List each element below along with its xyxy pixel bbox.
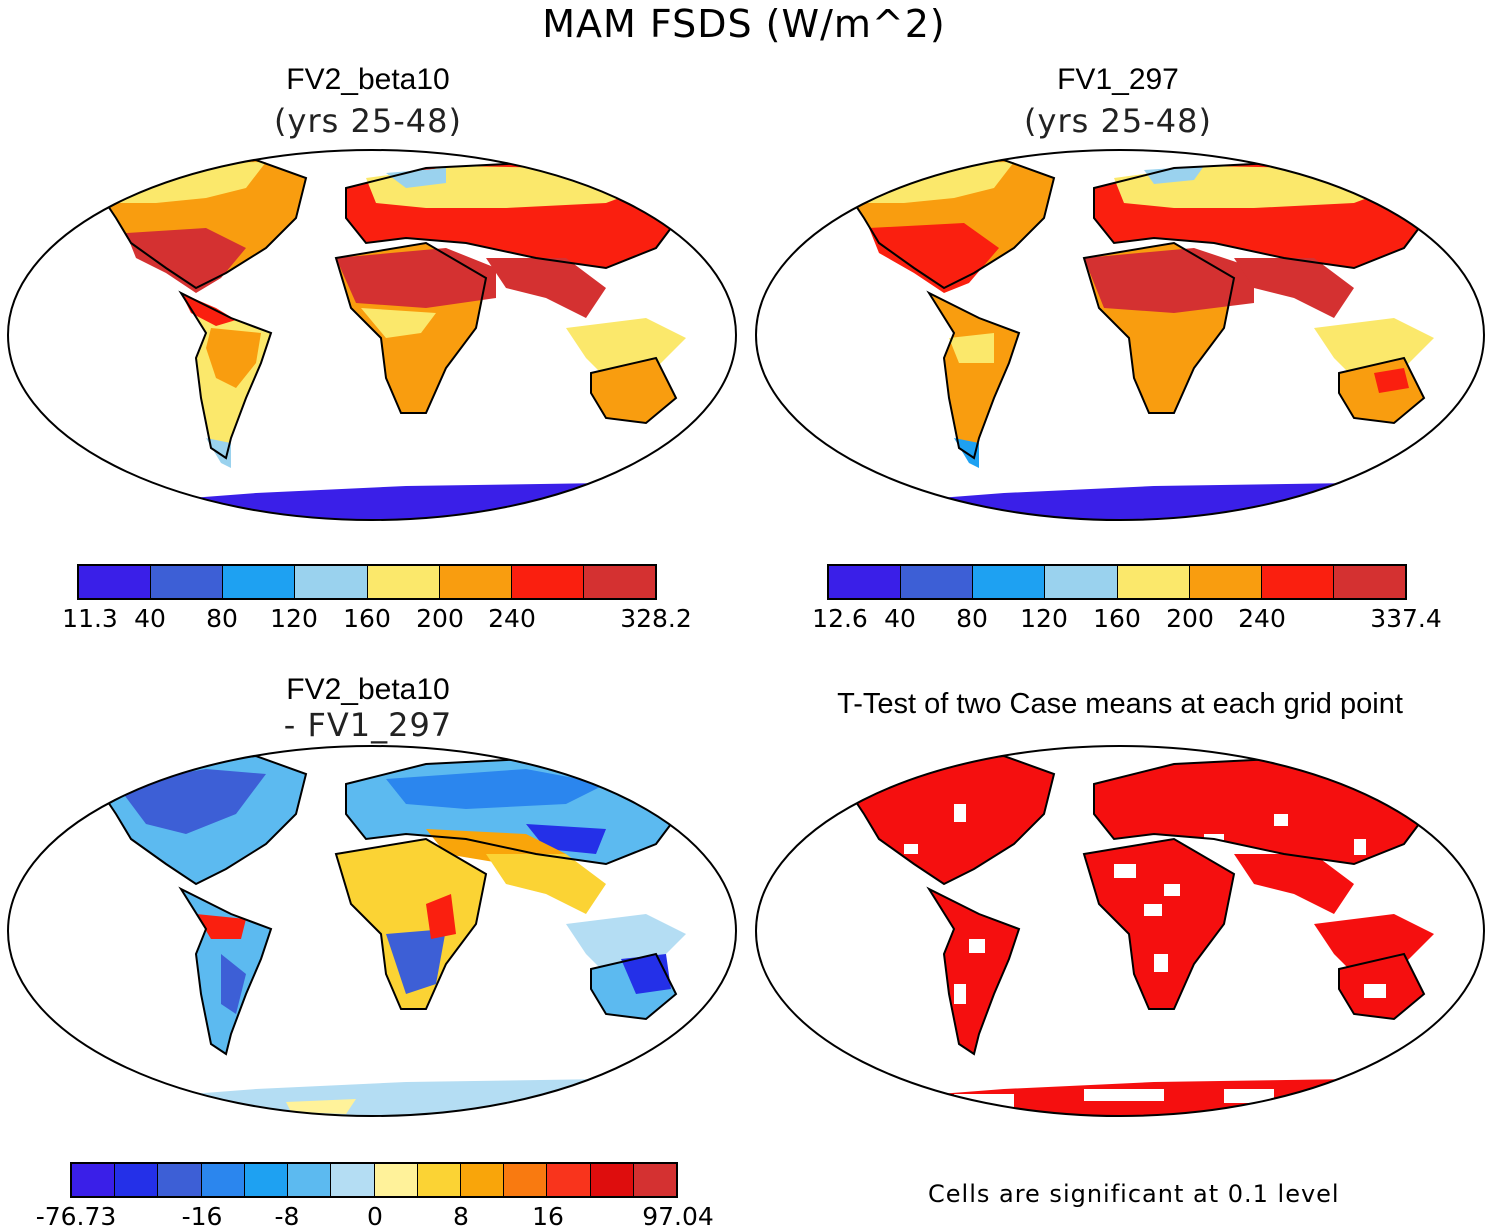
panel3-subtitle: - FV1_297 (283, 706, 453, 744)
panel1-colorbar (77, 564, 657, 600)
panel2-map (755, 149, 1485, 521)
colorbar-swatch (1045, 566, 1118, 598)
panel3-colorbar (70, 1162, 678, 1198)
colorbar-swatch (72, 1164, 116, 1196)
colorbar-swatch (151, 566, 224, 598)
colorbar-swatch (901, 566, 974, 598)
colorbar-tick-label: 200 (416, 604, 464, 633)
colorbar-tick-label: 40 (884, 604, 916, 633)
colorbar-tick-label: 16 (532, 1202, 564, 1231)
colorbar-tick-label: -76.73 (35, 1202, 117, 1231)
colorbar-tick-label: 120 (1020, 604, 1068, 633)
colorbar-swatch (583, 566, 655, 598)
panel2-subtitle: (yrs 25-48) (1024, 102, 1212, 140)
colorbar-tick-label: 240 (488, 604, 536, 633)
colorbar-swatch (590, 1164, 634, 1196)
panel1-title: FV2_beta10 (286, 63, 450, 96)
panel3-map (7, 745, 737, 1117)
colorbar-swatch (1117, 566, 1190, 598)
colorbar-swatch (511, 566, 584, 598)
colorbar-swatch (115, 1164, 159, 1196)
colorbar-tick-label: 337.4 (1370, 604, 1442, 633)
colorbar-swatch (244, 1164, 289, 1196)
colorbar-swatch (504, 1164, 548, 1196)
colorbar-swatch (633, 1164, 677, 1196)
colorbar-tick-label: 8 (453, 1202, 469, 1231)
significance-note: Cells are significant at 0.1 level (928, 1180, 1340, 1208)
colorbar-swatch (201, 1164, 245, 1196)
colorbar-tick-label: -8 (274, 1202, 300, 1231)
panel2-colorbar (827, 564, 1407, 600)
colorbar-tick-label: 12.6 (812, 604, 868, 633)
figure-title: MAM FSDS (W/m^2) (542, 2, 946, 46)
colorbar-swatch (460, 1164, 505, 1196)
colorbar-swatch (973, 566, 1046, 598)
colorbar-swatch (439, 566, 512, 598)
panel1-subtitle: (yrs 25-48) (274, 102, 462, 140)
panel4-map (755, 745, 1485, 1117)
colorbar-tick-label: 160 (343, 604, 391, 633)
colorbar-swatch (1333, 566, 1405, 598)
colorbar-swatch (367, 566, 440, 598)
colorbar-tick-label: 80 (206, 604, 238, 633)
colorbar-tick-label: 97.04 (642, 1202, 714, 1231)
colorbar-swatch (79, 566, 152, 598)
colorbar-tick-label: 40 (134, 604, 166, 633)
colorbar-swatch (417, 1164, 461, 1196)
colorbar-swatch (829, 566, 902, 598)
colorbar-tick-label: 240 (1238, 604, 1286, 633)
colorbar-swatch (374, 1164, 418, 1196)
colorbar-tick-label: 11.3 (62, 604, 118, 633)
colorbar-swatch (158, 1164, 202, 1196)
colorbar-swatch (1189, 566, 1262, 598)
colorbar-tick-label: -16 (181, 1202, 223, 1231)
colorbar-swatch (331, 1164, 375, 1196)
colorbar-tick-label: 200 (1166, 604, 1214, 633)
colorbar-swatch (547, 1164, 591, 1196)
panel2-title: FV1_297 (1057, 63, 1179, 96)
panel1-map (7, 149, 737, 521)
colorbar-swatch (1261, 566, 1334, 598)
colorbar-tick-label: 120 (270, 604, 318, 633)
colorbar-tick-label: 0 (367, 1202, 383, 1231)
colorbar-swatch (223, 566, 296, 598)
colorbar-swatch (288, 1164, 332, 1196)
panel4-title: T-Test of two Case means at each grid po… (837, 688, 1403, 720)
colorbar-tick-label: 80 (956, 604, 988, 633)
colorbar-tick-label: 328.2 (620, 604, 692, 633)
panel3-title: FV2_beta10 (286, 673, 450, 706)
colorbar-swatch (295, 566, 368, 598)
colorbar-tick-label: 160 (1093, 604, 1141, 633)
